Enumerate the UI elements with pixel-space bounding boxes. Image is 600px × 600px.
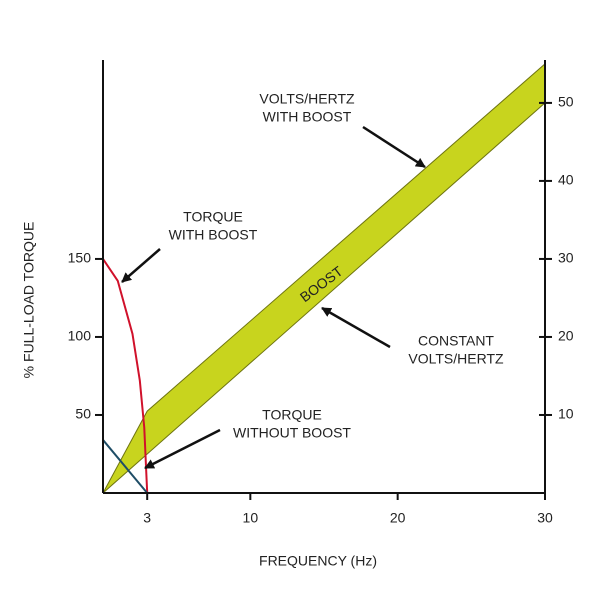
- y-tick-label: 100: [68, 328, 92, 344]
- y-axis-label: % FULL-LOAD TORQUE: [21, 222, 37, 379]
- annotation: CONSTANT: [418, 333, 494, 349]
- y2-tick-label: 40: [558, 172, 574, 188]
- annotation: VOLTS/HERTZ: [408, 351, 504, 367]
- y-tick-label: 150: [68, 250, 92, 266]
- annotation: TORQUE: [183, 209, 243, 225]
- annotation-arrow: [321, 306, 391, 349]
- torque-line: [102, 258, 149, 494]
- y2-tick-label: 50: [558, 94, 574, 110]
- annotation: WITH BOOST: [263, 109, 352, 125]
- annotation: WITHOUT BOOST: [233, 425, 351, 441]
- annotation: VOLTS/HERTZ: [259, 91, 355, 107]
- y-tick-label: 50: [75, 406, 91, 422]
- x-tick-label: 30: [537, 510, 553, 526]
- y2-tick-label: 20: [558, 328, 574, 344]
- x-axis-label: FREQUENCY (Hz): [259, 553, 377, 569]
- annotation-arrow: [362, 125, 426, 169]
- torque-line: [102, 439, 148, 494]
- y2-tick-label: 30: [558, 250, 574, 266]
- x-tick-label: 3: [143, 510, 151, 526]
- annotation-arrow: [144, 428, 221, 470]
- y2-tick-label: 10: [558, 406, 574, 422]
- annotation-arrow: [121, 248, 161, 283]
- x-tick-label: 10: [243, 510, 259, 526]
- annotation: WITH BOOST: [169, 227, 258, 243]
- x-tick-label: 20: [390, 510, 406, 526]
- annotation: TORQUE: [262, 407, 322, 423]
